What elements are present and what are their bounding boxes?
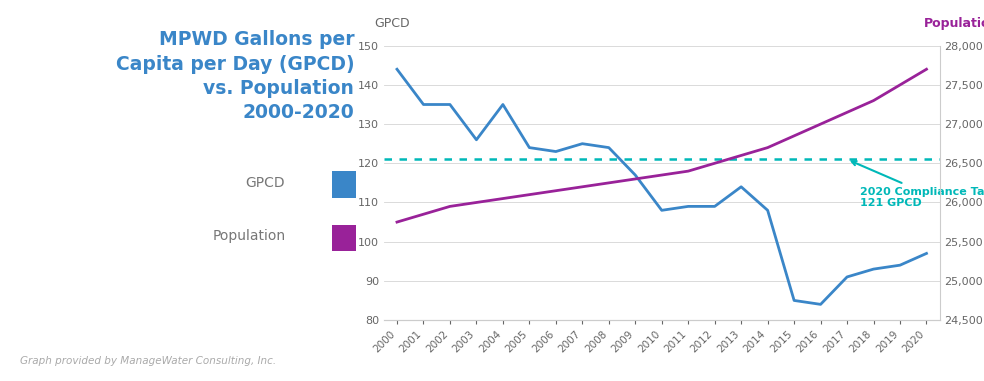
Text: Population: Population [213, 229, 285, 243]
Text: MPWD Gallons per
Capita per Day (GPCD)
vs. Population
2000-2020: MPWD Gallons per Capita per Day (GPCD) v… [115, 30, 354, 122]
Text: Population: Population [923, 18, 984, 30]
Text: GPCD: GPCD [374, 18, 409, 30]
Text: Graph provided by ManageWater Consulting, Inc.: Graph provided by ManageWater Consulting… [20, 356, 276, 366]
Text: GPCD: GPCD [246, 176, 285, 190]
Text: 2020 Compliance Target
121 GPCD: 2020 Compliance Target 121 GPCD [852, 161, 984, 208]
